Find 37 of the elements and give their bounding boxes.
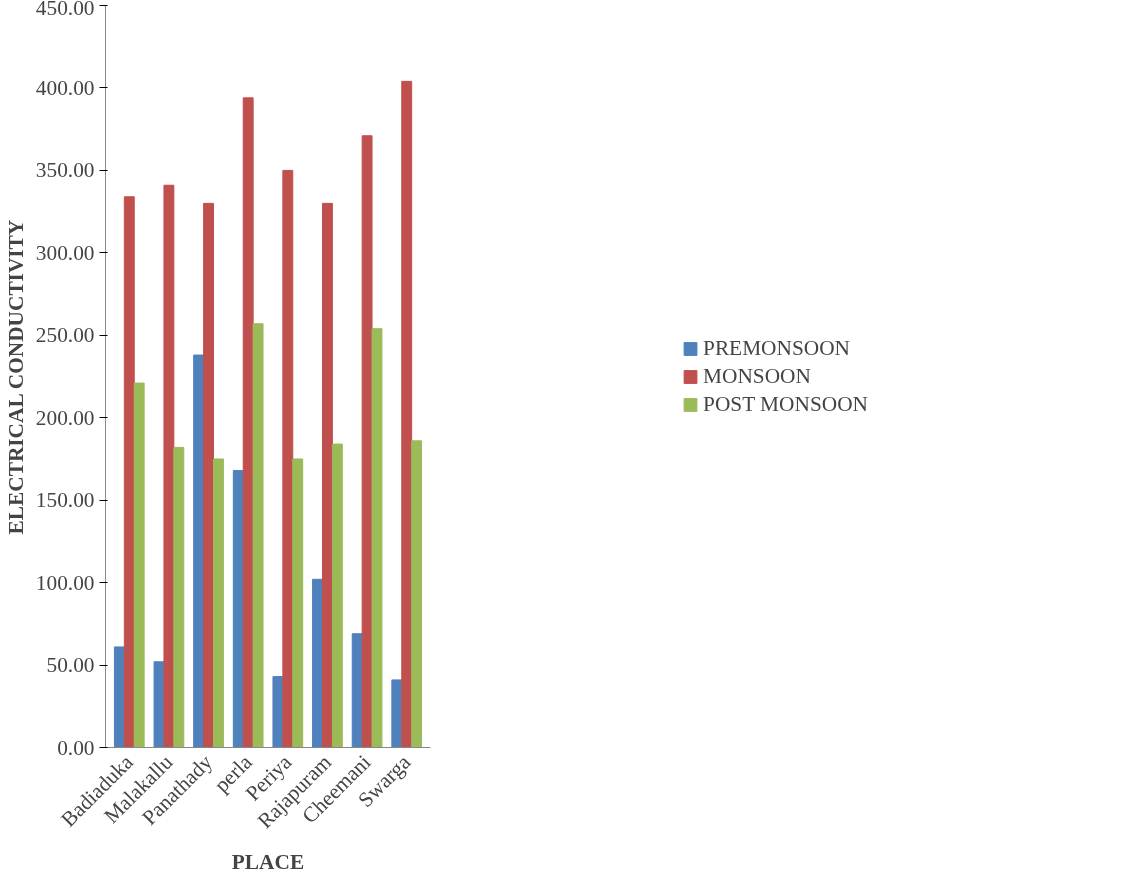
bar — [133, 382, 145, 748]
legend-label: POST MONSOON — [703, 391, 868, 417]
y-tick-label: 350.00 — [35, 158, 95, 183]
y-tick-label: 300.00 — [35, 240, 95, 265]
bar — [371, 328, 383, 748]
bar — [123, 196, 135, 748]
y-tick-label: 400.00 — [35, 75, 95, 100]
legend-label: PREMONSOON — [703, 335, 850, 361]
bar — [312, 578, 323, 748]
bar — [361, 135, 373, 748]
x-axis-title: PLACE — [231, 849, 305, 874]
legend-label: MONSOON — [703, 363, 811, 389]
bar — [163, 184, 175, 748]
y-tick-label: 450.00 — [35, 0, 95, 20]
y-axis-title: ELECTRICAL CONDUCTIVITY — [3, 219, 28, 535]
bar — [411, 440, 423, 748]
bar — [252, 323, 264, 748]
y-tick-label: 150.00 — [35, 488, 95, 513]
bar — [203, 202, 214, 748]
bar — [113, 646, 125, 748]
bar — [173, 446, 185, 748]
bar — [193, 354, 205, 748]
bar — [153, 661, 165, 748]
bar — [292, 458, 304, 748]
bar — [391, 679, 403, 748]
bar — [272, 676, 284, 748]
bar — [213, 458, 224, 748]
bar — [401, 80, 413, 748]
y-tick-label: 100.00 — [35, 570, 95, 595]
y-tick-label: 250.00 — [35, 323, 95, 348]
bar — [232, 469, 244, 748]
bar — [331, 443, 343, 748]
bar — [322, 202, 333, 748]
bar — [282, 169, 294, 748]
y-tick-label: 50.00 — [46, 653, 95, 678]
y-tick-label: 200.00 — [35, 405, 95, 430]
y-tick-label: 0.00 — [57, 735, 95, 760]
